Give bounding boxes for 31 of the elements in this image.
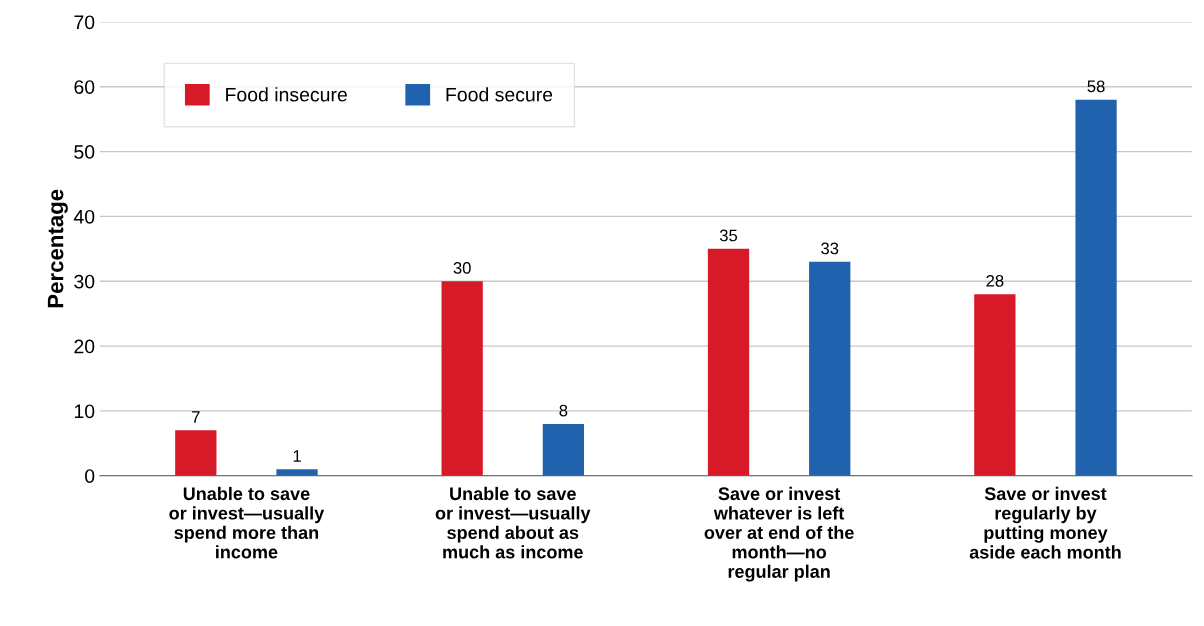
x-tick-label: Save or invest regularly by putting money aside each month bbox=[969, 486, 1121, 559]
bar bbox=[1075, 99, 1117, 476]
data-label: 58 bbox=[1087, 80, 1105, 93]
bar bbox=[809, 261, 851, 476]
data-label: 1 bbox=[293, 450, 301, 462]
data-label: 28 bbox=[986, 274, 1004, 287]
y-tick-label: 20 bbox=[74, 339, 95, 354]
legend-label: Food insecure bbox=[226, 87, 347, 102]
y-tick-label: 40 bbox=[73, 209, 95, 224]
data-label: 7 bbox=[192, 411, 200, 423]
data-label: 35 bbox=[719, 229, 738, 242]
y-tick-label: 50 bbox=[74, 145, 95, 159]
bar bbox=[441, 281, 483, 476]
data-label: 33 bbox=[821, 242, 839, 255]
y-tick-label: 60 bbox=[74, 80, 95, 94]
y-tick-label: 0 bbox=[85, 469, 95, 483]
x-tick-label: Unable to save or invest—usually spend about as much as income bbox=[435, 486, 591, 559]
y-tick-label: 30 bbox=[74, 274, 95, 289]
y-tick-label: 70 bbox=[74, 15, 95, 30]
y-tick-label: 10 bbox=[74, 404, 95, 419]
data-label: 30 bbox=[453, 261, 471, 274]
bar bbox=[974, 294, 1016, 476]
bar bbox=[175, 430, 217, 476]
y-axis-title: Percentage bbox=[47, 189, 68, 308]
bar bbox=[276, 469, 318, 476]
x-tick-label: Unable to save or invest—usually spend more than income bbox=[169, 486, 325, 559]
x-tick-label: Save or invest whatever is left over at end of the month—no regular plan bbox=[704, 486, 854, 582]
legend-label: Food secure bbox=[446, 87, 553, 102]
bar bbox=[542, 423, 585, 476]
data-label: 8 bbox=[559, 404, 568, 417]
bar bbox=[707, 248, 750, 476]
